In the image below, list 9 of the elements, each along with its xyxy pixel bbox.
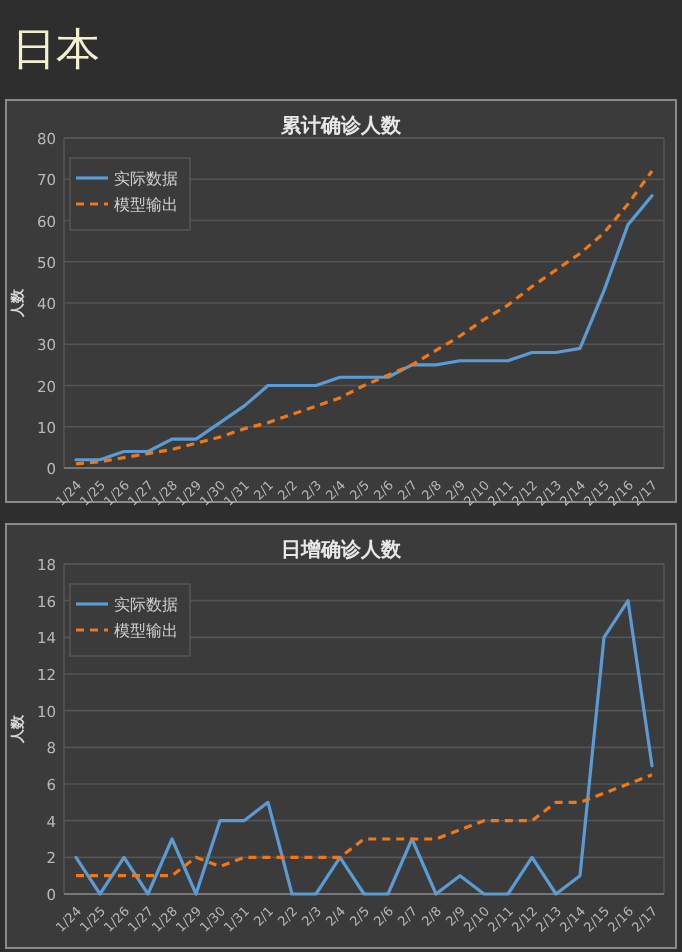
legend-label: 实际数据: [114, 170, 178, 188]
line-series: [74, 773, 654, 878]
chart-title: 累计确诊人数: [279, 114, 403, 138]
chart-title: 日增确诊人数: [281, 538, 403, 562]
legend-label: 模型输出: [114, 196, 178, 214]
legend-label: 模型输出: [114, 622, 178, 640]
text: 日本: [12, 26, 100, 76]
line-series: [74, 599, 654, 896]
legend-label: 实际数据: [114, 596, 178, 614]
